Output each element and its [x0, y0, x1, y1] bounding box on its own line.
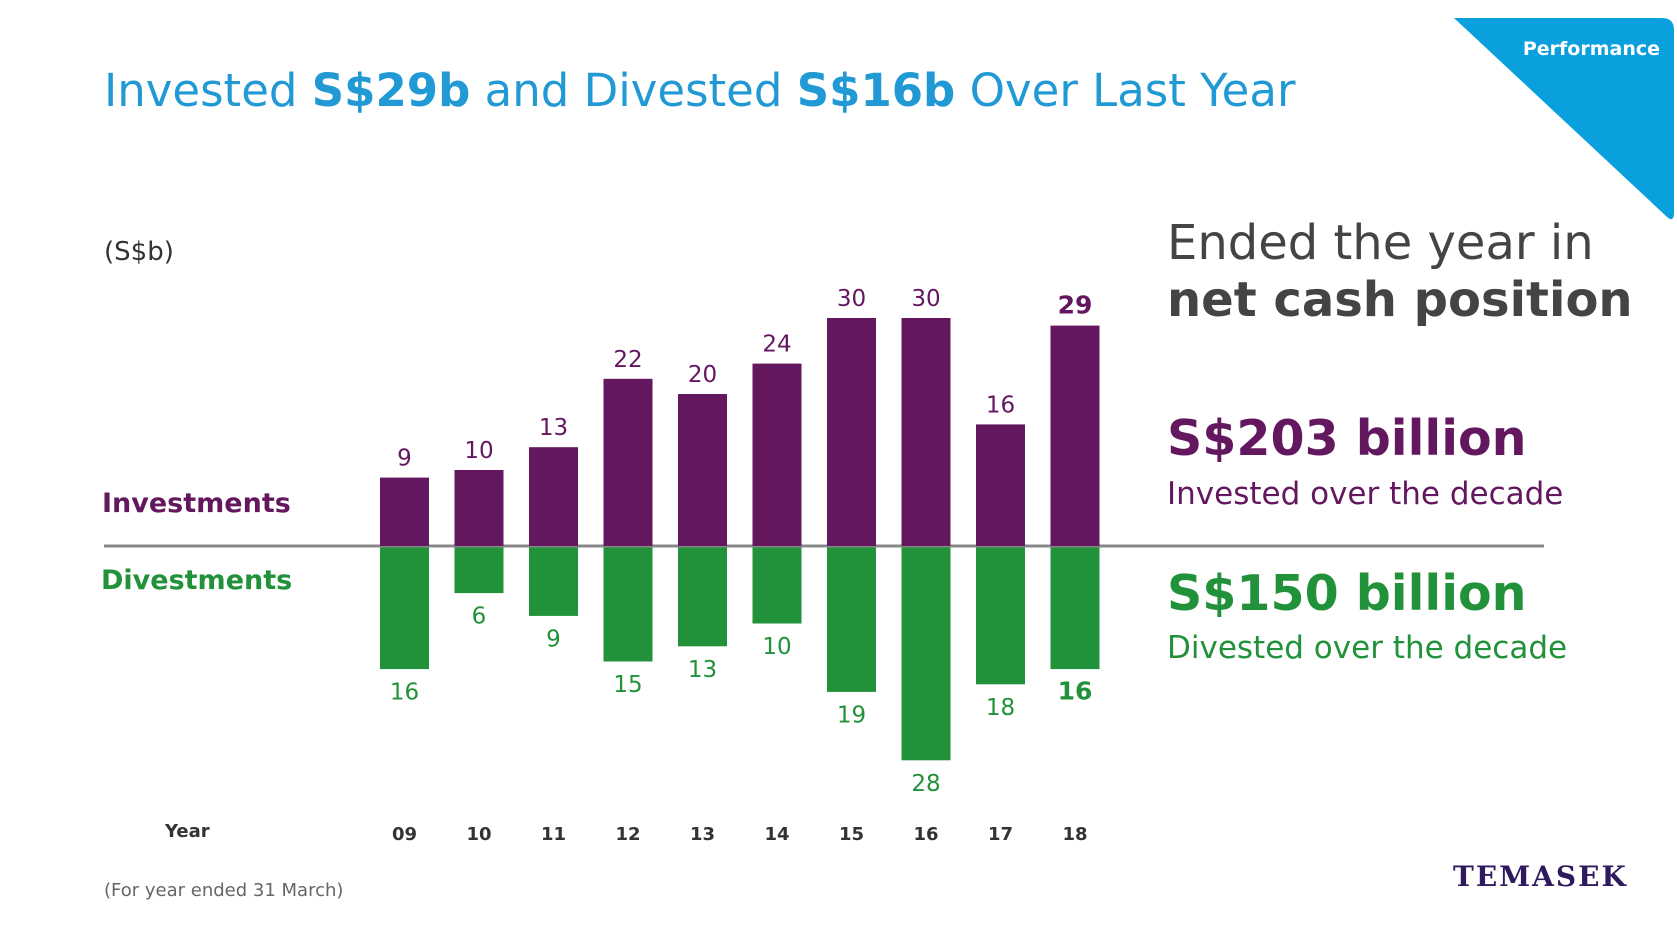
investment-bar-16 [901, 318, 951, 546]
divestment-bar-16 [901, 547, 951, 761]
divestment-data-label: 28 [911, 771, 940, 797]
divestment-bar-12 [603, 547, 653, 662]
divestment-data-label: 19 [837, 702, 866, 728]
temasek-logo: TEMASEK [1453, 860, 1628, 893]
divestment-bar-15 [827, 547, 876, 692]
investment-bar-10 [454, 470, 504, 546]
x-axis-label: Year [165, 821, 210, 842]
invested-total: S$203 billion [1167, 410, 1527, 467]
divestment-bar-11 [529, 547, 578, 616]
divestment-bar-14 [752, 547, 802, 624]
investment-data-label: 24 [762, 332, 791, 358]
investment-bar-12 [603, 378, 653, 546]
investment-bar-13 [678, 394, 727, 546]
investment-data-label: 22 [613, 347, 642, 373]
page-title: Invested S$29b and Divested S$16b Over L… [104, 64, 1295, 117]
x-tick-label: 15 [839, 824, 864, 845]
investment-data-label: 13 [539, 415, 568, 441]
divestment-bar-10 [454, 547, 504, 594]
x-tick-label: 13 [690, 824, 715, 845]
x-tick-label: 09 [392, 824, 417, 845]
title-divested-amount: S$16b [796, 64, 956, 117]
investment-data-label: 20 [688, 362, 717, 388]
title-part1: Invested [104, 64, 312, 117]
invested-caption: Invested over the decade [1167, 476, 1564, 512]
investment-bar-18 [1050, 325, 1100, 546]
investment-data-label: 10 [464, 438, 493, 464]
x-tick-label: 10 [466, 824, 491, 845]
divestment-bar-13 [678, 547, 727, 647]
divestment-bar-09 [380, 547, 429, 670]
divested-total: S$150 billion [1167, 565, 1527, 622]
corner-tag-shape [1454, 18, 1674, 220]
x-tick-label: 14 [764, 824, 789, 845]
title-invested-amount: S$29b [311, 64, 471, 117]
divestment-bar-17 [976, 547, 1025, 685]
x-tick-label: 17 [988, 824, 1013, 845]
investment-bar-09 [380, 477, 429, 546]
x-tick-label: 18 [1062, 824, 1087, 845]
net-cash-heading-line1: Ended the year in [1167, 215, 1594, 271]
divestment-data-label: 10 [762, 634, 791, 660]
x-tick-label: 12 [615, 824, 640, 845]
x-tick-label: 16 [913, 824, 938, 845]
investment-data-label: 16 [986, 392, 1015, 418]
net-cash-heading-line2: net cash position [1167, 272, 1633, 328]
investment-data-label: 30 [837, 286, 866, 312]
divestment-data-label: 13 [688, 657, 717, 683]
footnote: (For year ended 31 March) [104, 880, 344, 901]
divestment-data-label: 18 [986, 695, 1015, 721]
divestment-data-label: 6 [472, 604, 487, 630]
investment-bar-14 [752, 363, 802, 546]
divestment-data-label: 16 [1058, 677, 1093, 706]
investment-bar-11 [529, 447, 578, 546]
investments-legend-label: Investments [102, 488, 291, 519]
investment-data-label: 9 [397, 446, 412, 472]
divestment-data-label: 16 [390, 680, 419, 706]
unit-label: (S$b) [104, 237, 174, 267]
investment-data-label: 29 [1058, 291, 1093, 320]
investment-bar-15 [827, 318, 876, 546]
x-tick-label: 11 [541, 824, 566, 845]
divestment-data-label: 15 [613, 672, 642, 698]
investment-data-label: 30 [911, 286, 940, 312]
divestments-legend-label: Divestments [101, 565, 293, 596]
divested-caption: Divested over the decade [1167, 630, 1568, 666]
investment-bar-17 [976, 424, 1025, 546]
divestment-data-label: 9 [546, 626, 561, 652]
corner-tag-label: Performance [1522, 38, 1660, 60]
title-part3: Over Last Year [955, 64, 1296, 117]
title-part2: and Divested [470, 64, 797, 117]
divestment-bar-18 [1050, 547, 1100, 670]
